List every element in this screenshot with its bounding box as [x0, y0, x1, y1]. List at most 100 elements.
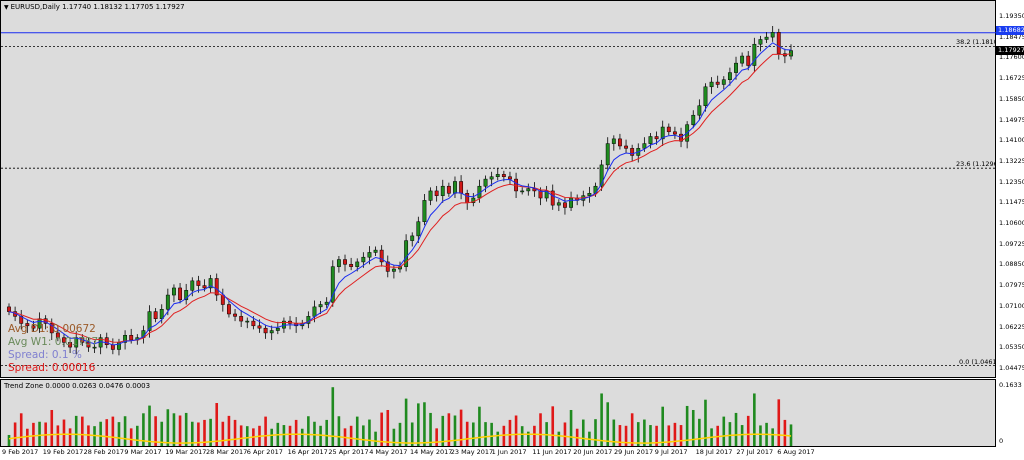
bull-candle	[727, 72, 732, 80]
bull-candle	[361, 256, 366, 263]
time-label: 29 Jun 2017	[614, 448, 654, 456]
info-spread-pct: Spread: 0.1 %	[8, 349, 82, 361]
hist-bar-up	[557, 431, 561, 446]
hist-bar-up	[691, 409, 695, 446]
bull-candle	[734, 62, 738, 73]
bear-candle	[62, 337, 66, 343]
bear-candle	[563, 202, 567, 208]
bull-candle	[172, 287, 176, 296]
hist-bar-down	[178, 415, 182, 446]
time-label: 28 Feb 2017	[83, 448, 125, 456]
hist-bar-up	[392, 428, 396, 446]
fib-label-0: 0.0 (1.04619)	[959, 357, 1004, 366]
price-tick: 1.06225	[999, 322, 1024, 331]
price-tick: 1.04475	[999, 364, 1024, 372]
bear-candle	[178, 287, 182, 301]
bear-candle	[49, 323, 54, 334]
bear-candle	[104, 337, 109, 345]
bull-candle	[587, 193, 592, 196]
main-chart-pane[interactable]: ▼ EURUSD,Daily 1.17740 1.18132 1.17705 1.…	[0, 0, 1005, 379]
time-label: 14 May 2017	[410, 448, 453, 456]
bear-candle	[465, 193, 470, 204]
hist-bar-up	[404, 398, 408, 446]
bull-candle	[709, 81, 714, 88]
price-scale[interactable]: 1.19350 1.18475 1.17600 1.16725 1.15850 1.149…	[996, 0, 1024, 378]
hist-bar-up	[368, 419, 371, 446]
time-label: 18 Jul 2017	[695, 448, 733, 456]
time-label: 28 Mar 2017	[206, 448, 248, 456]
indicator-pane[interactable]: Trend Zone 0.0000 0.0263 0.0476 0.0003	[0, 379, 996, 447]
indicator-scale[interactable]: 0.1633 0	[996, 379, 1024, 447]
bear-candle	[31, 325, 36, 329]
bear-candle	[55, 332, 60, 338]
hist-bar-down	[618, 425, 622, 446]
hist-bar-up	[190, 421, 194, 446]
bull-candle	[520, 190, 525, 193]
bear-candle	[746, 55, 751, 66]
bear-candle	[202, 285, 207, 289]
hist-bar-down	[746, 415, 750, 446]
bull-candle	[648, 136, 653, 144]
hist-bar-up	[123, 416, 127, 446]
bull-candle	[599, 164, 604, 187]
hist-bar-up	[270, 428, 274, 446]
hist-bar-down	[81, 416, 84, 446]
hist-bar-up	[453, 415, 457, 446]
bull-candle	[184, 290, 189, 301]
bull-candle	[92, 346, 97, 349]
bull-candle	[471, 197, 476, 204]
price-tick: 1.13225	[999, 156, 1024, 165]
price-tick: 1.10600	[999, 219, 1024, 228]
time-label: 6 Aug 2017	[777, 448, 815, 456]
bear-candle	[446, 185, 451, 194]
hist-bar-up	[569, 409, 573, 446]
time-label: 16 Apr 2017	[287, 448, 328, 456]
chart-title: ▼ EURUSD,Daily 1.17740 1.18132 1.17705 1.…	[4, 3, 185, 11]
bull-candle	[159, 308, 164, 319]
hist-bar-down	[13, 422, 17, 446]
bull-candle	[245, 320, 250, 323]
price-tick: 1.08850	[999, 260, 1024, 269]
price-tick: 1.14100	[999, 136, 1024, 145]
hist-bar-down	[227, 415, 231, 446]
bull-candle	[764, 36, 769, 40]
hist-bar-down	[777, 399, 781, 446]
hist-bar-up	[337, 416, 341, 446]
bull-candle	[336, 259, 341, 267]
hist-bar-down	[221, 421, 225, 446]
hist-bar-down	[215, 403, 219, 446]
bear-candle	[776, 32, 781, 54]
hist-bar-up	[478, 406, 481, 446]
hist-bar-up	[753, 393, 756, 446]
hist-bar-down	[502, 425, 506, 446]
indicator-canvas[interactable]	[1, 380, 997, 448]
hist-bar-up	[698, 418, 701, 446]
bull-candle	[483, 178, 488, 187]
bull-candle	[611, 138, 616, 144]
bear-candle	[630, 148, 635, 156]
hist-bar-up	[38, 421, 41, 446]
hist-bar-down	[203, 419, 206, 446]
bear-candle	[68, 342, 73, 348]
hist-bar-up	[184, 412, 188, 446]
hist-bar-down	[783, 419, 787, 446]
bull-candle	[269, 330, 274, 334]
hist-bar-up	[74, 415, 78, 446]
hist-bar-down	[68, 428, 72, 446]
indicator-tick-zero: 0	[999, 437, 1004, 445]
price-tick: 1.07100	[999, 301, 1024, 310]
price-chart-canvas[interactable]	[1, 1, 997, 379]
hist-bar-up	[612, 419, 616, 446]
bear-candle	[349, 264, 354, 267]
hist-bar-down	[514, 415, 518, 446]
chart-title-text: EURUSD,Daily 1.17740 1.18132 1.17705 1.1…	[10, 3, 185, 11]
time-label: 23 May 2017	[450, 448, 494, 456]
hist-bar-up	[472, 422, 475, 446]
bull-candle	[165, 294, 170, 310]
bull-candle	[275, 327, 280, 331]
chart-menu-triangle-icon[interactable]: ▼	[4, 4, 9, 11]
time-label: 9 Mar 2017	[124, 448, 162, 456]
time-axis[interactable]: 9 Feb 2017 19 Feb 2017 28 Feb 2017 9 Mar 20…	[0, 447, 1024, 460]
hist-bar-down	[624, 425, 628, 446]
bull-candle	[526, 188, 531, 192]
